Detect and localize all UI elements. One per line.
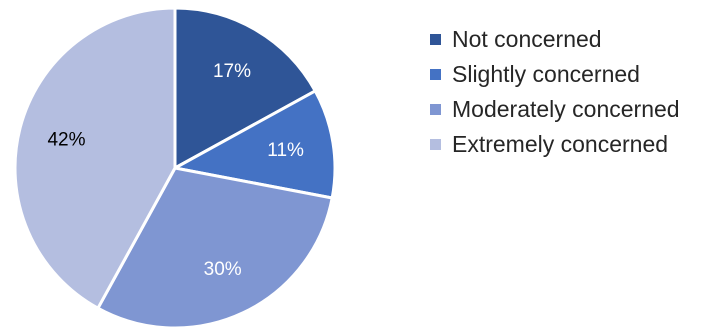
legend-label: Slightly concerned [452, 61, 640, 87]
legend-item-not-concerned: Not concerned [430, 22, 680, 57]
data-label-extremely-concerned: 42% [47, 130, 85, 151]
legend-swatch [430, 34, 441, 45]
data-label-not-concerned: 17% [213, 61, 251, 82]
pie-slice-moderately-concerned [96, 166, 334, 329]
legend-swatch [430, 139, 441, 150]
pie-slice-extremely-concerned [13, 6, 177, 310]
legend-swatch [430, 69, 441, 80]
legend-item-extremely-concerned: Extremely concerned [430, 127, 680, 162]
legend-item-slightly-concerned: Slightly concerned [430, 57, 680, 92]
pie-slice-slightly-concerned [173, 89, 337, 200]
data-label-moderately-concerned: 30% [204, 259, 242, 280]
legend-item-moderately-concerned: Moderately concerned [430, 92, 680, 127]
pie-slice-not-concerned [173, 6, 317, 170]
data-label-slightly-concerned: 11% [267, 140, 304, 161]
legend-label: Extremely concerned [452, 131, 669, 157]
chart-legend: Not concerned Slightly concerned Moderatel… [430, 22, 680, 162]
legend-label: Moderately concerned [452, 96, 680, 122]
legend-swatch [430, 104, 441, 115]
legend-label: Not concerned [452, 26, 602, 52]
